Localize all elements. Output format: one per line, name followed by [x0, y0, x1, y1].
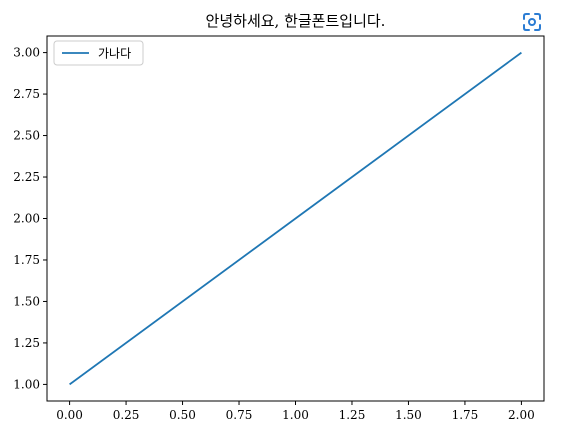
y-tick-label: 1.25	[13, 336, 40, 350]
y-tick-label: 2.75	[13, 87, 40, 101]
series-layer	[69, 51, 522, 386]
chart-title: 안녕하세요, 한글폰트입니다.	[206, 12, 386, 30]
y-axis: 1.00 1.25 1.50 1.75 2.00 2.25 2.50 2.75 3.00	[13, 46, 47, 391]
y-tick-label: 3.00	[13, 46, 40, 60]
x-tick-label: 0.75	[226, 408, 253, 422]
y-tick-label: 2.50	[13, 129, 40, 143]
x-tick-label: 1.00	[282, 408, 309, 422]
x-tick-label: 0.00	[56, 408, 83, 422]
screenshot-icon	[523, 13, 541, 31]
y-tick-label: 1.75	[13, 253, 40, 267]
x-tick-label: 0.50	[169, 408, 196, 422]
y-tick-label: 1.00	[13, 377, 40, 391]
x-tick-label: 0.25	[113, 408, 140, 422]
legend-label: 가나다	[98, 47, 131, 61]
legend: 가나다	[53, 40, 144, 66]
screenshot-button[interactable]	[521, 11, 543, 33]
series-line	[69, 51, 522, 386]
y-tick-label: 2.00	[13, 212, 40, 226]
x-tick-label: 1.50	[395, 408, 422, 422]
y-tick-label: 1.50	[13, 294, 40, 308]
y-tick-label: 2.25	[13, 170, 40, 184]
x-tick-label: 2.00	[508, 408, 535, 422]
legend-box	[53, 40, 144, 66]
x-tick-label: 1.75	[452, 408, 479, 422]
x-axis: 0.00 0.25 0.50 0.75 1.00 1.25 1.50 1.75 2.00	[56, 401, 535, 422]
x-tick-label: 1.25	[339, 408, 366, 422]
